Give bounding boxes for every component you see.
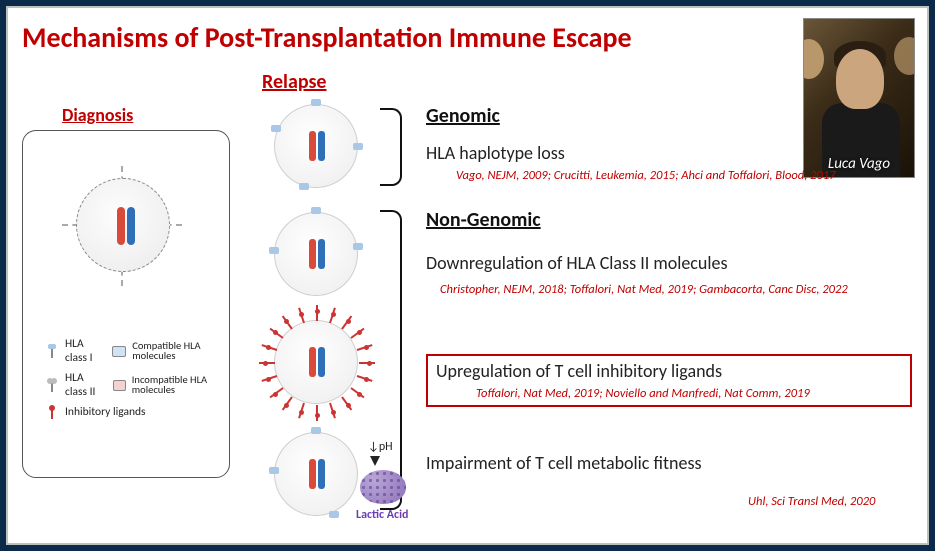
mech-upregulation: Upregulation of T cell inhibitory ligand… <box>436 360 902 382</box>
mech-downregulation: Downregulation of HLA Class II molecules <box>426 252 728 274</box>
highlighted-mechanism-box: Upregulation of T cell inhibitory ligand… <box>426 354 912 407</box>
inhibitory-ligand-tip-icon <box>331 312 336 317</box>
relapse-cell-downregulation <box>274 212 358 296</box>
citation-3: Toffalori, Nat Med, 2019; Noviello and M… <box>476 386 902 401</box>
slide: Mechanisms of Post-Transplantation Immun… <box>6 6 929 545</box>
inhibitory-ligand-tip-icon <box>364 377 369 382</box>
relapse-cell-genomic <box>274 104 358 188</box>
diagnosis-cell-icon <box>76 178 170 272</box>
inhibitory-ligand-tip-icon <box>273 392 278 397</box>
ph-indicator: ↓pH <box>368 440 393 454</box>
speaker-photo: Luca Vago <box>803 18 915 178</box>
inhibitory-ligand-tip-icon <box>331 410 336 415</box>
citation-1: Vago, NEJM, 2009; Crucitti, Leukemia, 20… <box>456 168 836 183</box>
mech-hla-loss: HLA haplotype loss <box>426 142 565 164</box>
inhibitory-ligand-tip-icon <box>364 345 369 350</box>
citation-4: Uhl, Sci Transl Med, 2020 <box>748 494 875 509</box>
diagnosis-heading: Diagnosis <box>62 104 133 126</box>
inhibitory-ligand-tip-icon <box>357 392 362 397</box>
inhibitory-ligand-tip-icon <box>266 377 271 382</box>
relapse-cell-upregulation <box>274 320 358 404</box>
legend-row-inhib: Inhibitory ligands <box>45 405 229 419</box>
inhibitory-ligand-tip-icon <box>266 345 271 350</box>
inhibitory-ligand-tip-icon <box>299 410 304 415</box>
inhibitory-ligand-tip-icon <box>315 309 320 314</box>
square-icon <box>112 346 126 357</box>
inhibitory-ligand-tip-icon <box>346 403 351 408</box>
inhibitory-icon <box>45 405 59 419</box>
square-icon <box>113 380 126 391</box>
lactic-acid-label: Lactic Acid <box>356 508 408 522</box>
inhibitory-ligand-tip-icon <box>263 361 268 366</box>
mech-metabolic: Impairment of T cell metabolic fitness <box>426 452 702 474</box>
lactic-acid-blob-icon <box>360 470 406 504</box>
legend-row-hla2: HLA class II Incompatible HLA molecules <box>45 371 229 399</box>
inhibitory-ligand-tip-icon <box>346 319 351 324</box>
receptor-icon <box>45 378 59 392</box>
receptor-icon <box>45 344 59 358</box>
section-genomic: Genomic <box>426 104 500 128</box>
bracket-nongenomic <box>380 210 402 510</box>
relapse-heading: Relapse <box>262 70 327 94</box>
inhibitory-ligand-tip-icon <box>299 312 304 317</box>
arrow-down-icon <box>370 456 380 466</box>
slide-title: Mechanisms of Post-Transplantation Immun… <box>22 20 632 55</box>
citation-2: Christopher, NEJM, 2018; Toffalori, Nat … <box>440 282 848 297</box>
legend: HLA class I Compatible HLA molecules HLA… <box>45 337 229 425</box>
legend-row-hla1: HLA class I Compatible HLA molecules <box>45 337 229 365</box>
inhibitory-ligand-tip-icon <box>315 413 320 418</box>
bracket-genomic <box>380 108 402 186</box>
section-nongenomic: Non-Genomic <box>426 208 541 232</box>
inhibitory-ligand-tip-icon <box>284 403 289 408</box>
inhibitory-ligand-tip-icon <box>367 361 372 366</box>
inhibitory-ligand-tip-icon <box>357 330 362 335</box>
relapse-cell-metabolic <box>274 432 358 516</box>
